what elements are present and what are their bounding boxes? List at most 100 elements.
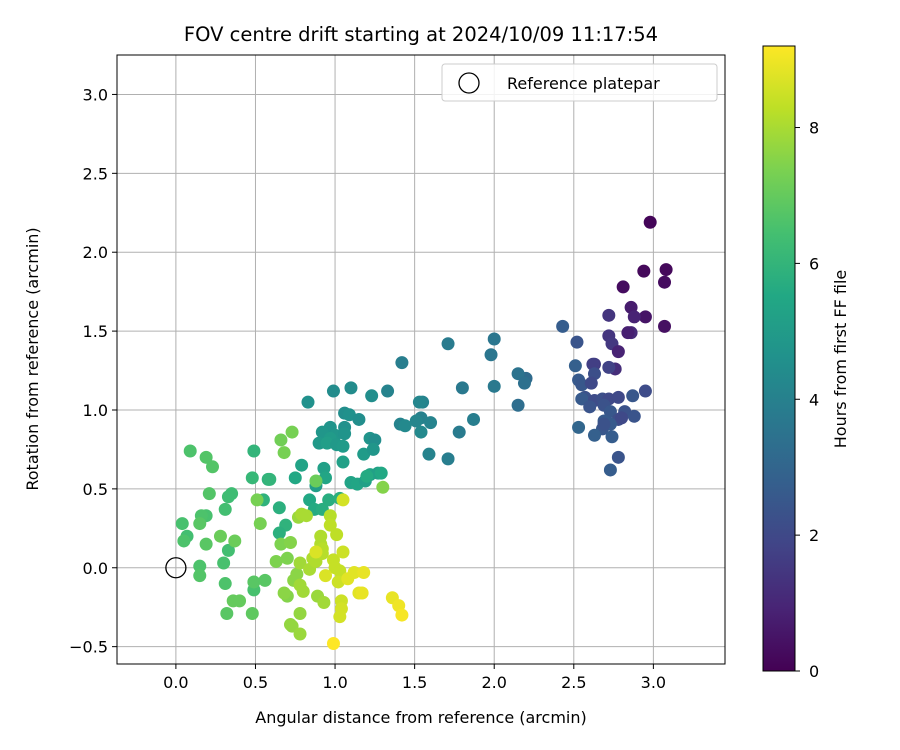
chart-title: FOV centre drift starting at 2024/10/09 … [184, 23, 658, 46]
data-point [272, 501, 286, 515]
data-point [269, 554, 283, 568]
data-point [616, 280, 630, 294]
data-point [193, 569, 207, 583]
x-tick-label: 1.5 [402, 673, 427, 692]
data-point [424, 416, 438, 430]
data-point [323, 518, 337, 532]
data-point [253, 517, 267, 531]
y-tick-label: 0.5 [83, 480, 108, 499]
data-point [285, 619, 299, 633]
data-point [638, 310, 652, 324]
y-tick-label: 0.0 [83, 559, 108, 578]
data-point [293, 607, 307, 621]
legend-box [441, 63, 718, 102]
data-point [365, 389, 379, 403]
data-point [455, 381, 469, 395]
data-point [205, 460, 219, 474]
data-point [360, 469, 374, 483]
data-point [193, 517, 207, 531]
data-point [381, 384, 395, 398]
data-point [317, 595, 331, 609]
colorbar-tick-label: 0 [809, 662, 819, 681]
data-point [283, 536, 297, 550]
data-point [218, 502, 232, 516]
data-point [338, 427, 352, 441]
legend-marker-open-circle [458, 72, 480, 94]
data-point [293, 578, 307, 592]
data-point [627, 310, 641, 324]
data-point [274, 433, 288, 447]
x-tick-label: 0.5 [243, 673, 268, 692]
x-tick-label: 1.0 [322, 673, 347, 692]
data-point [412, 395, 426, 409]
y-tick-label: 2.5 [83, 164, 108, 183]
data-point [575, 378, 589, 392]
data-point [452, 425, 466, 439]
data-point [611, 390, 625, 404]
data-point [611, 450, 625, 464]
x-tick-label: 0.0 [163, 673, 188, 692]
data-point [199, 450, 213, 464]
x-axis-label: Angular distance from reference (arcmin) [255, 708, 586, 727]
y-tick-label: 2.0 [83, 243, 108, 262]
data-point [626, 389, 640, 403]
data-point [309, 474, 323, 488]
data-point [484, 348, 498, 362]
data-point [326, 636, 340, 650]
x-tick-label: 2.0 [481, 673, 506, 692]
data-point [627, 409, 641, 423]
data-point [277, 586, 291, 600]
data-point [409, 414, 423, 428]
data-point [352, 412, 366, 426]
data-point [221, 490, 235, 504]
data-point [637, 264, 651, 278]
data-point [605, 430, 619, 444]
data-point [293, 627, 307, 641]
data-point [258, 573, 272, 587]
data-point [217, 556, 231, 570]
y-tick-label: −0.5 [69, 638, 108, 657]
data-point [615, 411, 629, 425]
data-point [245, 607, 259, 621]
colorbar-ticks: 0 2 4 6 8 [795, 119, 819, 681]
y-tick-label: 1.0 [83, 401, 108, 420]
data-point [309, 545, 323, 559]
data-point [638, 384, 652, 398]
data-point [587, 428, 601, 442]
x-tick-label: 2.5 [561, 673, 586, 692]
data-point [511, 367, 525, 381]
data-point [584, 376, 598, 390]
colorbar-tick-label: 4 [809, 390, 819, 409]
data-point [336, 545, 350, 559]
data-point [272, 526, 286, 540]
data-point [376, 480, 390, 494]
data-point [603, 405, 617, 419]
data-point [263, 472, 277, 486]
data-point [611, 345, 625, 359]
data-point [213, 529, 227, 543]
colorbar-tick-label: 8 [809, 119, 819, 138]
data-point [422, 447, 436, 461]
data-point [398, 419, 412, 433]
reference-platepar-marker [165, 557, 187, 579]
data-point [330, 528, 344, 542]
data-point [467, 412, 481, 426]
data-point [323, 509, 337, 523]
data-point [336, 439, 350, 453]
data-point [570, 335, 584, 349]
data-point [295, 458, 309, 472]
data-point [583, 400, 597, 414]
x-tick-label: 3.0 [641, 673, 666, 692]
data-point [441, 337, 455, 351]
data-point [326, 384, 340, 398]
data-point [221, 543, 235, 557]
data-point [658, 275, 672, 289]
plot-frame [116, 54, 726, 665]
data-point [220, 607, 234, 621]
colorbar-gradient [762, 45, 796, 672]
data-point [245, 471, 259, 485]
data-point [659, 263, 673, 277]
legend-label-reference-platepar: Reference platepar [507, 74, 660, 93]
colorbar: 0 2 4 6 8 Hours from first FF file [762, 45, 850, 681]
